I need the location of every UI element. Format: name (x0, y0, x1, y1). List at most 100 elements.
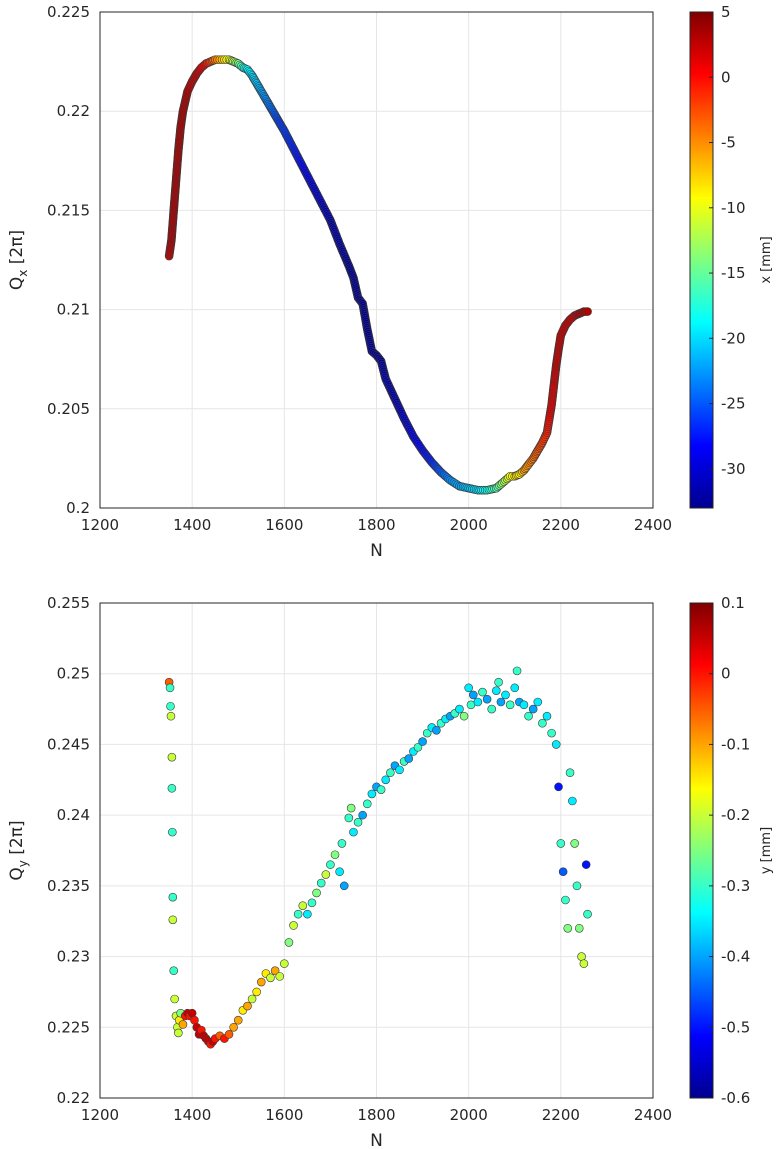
y-tick-label: 0.21 (57, 301, 90, 319)
data-point (187, 1008, 197, 1018)
data-point (542, 711, 552, 721)
data-point (487, 704, 497, 714)
data-point (422, 728, 432, 738)
y-tick-label: 0.225 (47, 1018, 90, 1036)
y-axis-label-unit: [2π] (7, 820, 27, 860)
data-point (298, 901, 308, 910)
data-point (492, 686, 501, 695)
data-point (178, 1020, 188, 1029)
x-tick-label: 1200 (81, 1106, 119, 1124)
data-point (496, 697, 506, 707)
y-tick-label: 0.22 (57, 102, 90, 120)
colorbar-tick-label: -15 (721, 264, 746, 282)
qy-panel: 1200 1400 1600 1800 2000 2200 2400 0.22 0.225 0.2… (7, 594, 774, 1149)
y-axis-label: Qy [2π] (7, 820, 30, 880)
data-point (307, 898, 317, 908)
data-point (432, 725, 441, 735)
data-point (563, 923, 573, 933)
data-point (577, 952, 586, 961)
x-tick-label: 1800 (357, 1106, 395, 1124)
colorbar (689, 11, 714, 509)
data-point (583, 909, 592, 919)
data-point (551, 740, 561, 749)
data-point (344, 813, 354, 823)
colorbar-tick-label: 5 (721, 3, 731, 21)
data-point (482, 694, 492, 704)
data-point (312, 888, 321, 898)
qx-panel: 1200 1400 1600 1800 2000 2200 2400 0.2 0.205 0.21… (7, 3, 774, 561)
data-point (335, 867, 344, 877)
data-point (524, 711, 533, 721)
data-point (362, 799, 372, 809)
y-tick-label: 0.24 (57, 806, 90, 824)
y-tick-label: 0.225 (47, 3, 90, 21)
data-point (381, 775, 391, 785)
data-point (346, 803, 356, 813)
colorbar-tick-label: -10 (721, 199, 746, 217)
x-tick-label: 2200 (542, 1106, 580, 1124)
data-point (568, 796, 577, 806)
data-point (174, 1028, 183, 1038)
x-tick-label: 2200 (542, 516, 580, 534)
data-point (558, 867, 568, 877)
data-point (455, 704, 464, 714)
data-point (376, 785, 386, 794)
data-point (190, 1015, 199, 1025)
y-axis-label-subscript: y (16, 860, 30, 867)
data-point (284, 938, 294, 947)
y-tick-label: 0.255 (47, 594, 90, 612)
data-point (494, 677, 503, 687)
data-point (256, 977, 266, 987)
y-tick-label: 0.245 (47, 735, 90, 753)
colorbar-tick-label: -0.2 (721, 806, 750, 824)
data-point (505, 700, 515, 710)
colorbar-tick-label: 0 (721, 68, 731, 86)
data-point (280, 959, 289, 968)
data-point (165, 683, 175, 693)
data-point (316, 878, 326, 888)
data-point (275, 972, 285, 981)
data-point (478, 687, 487, 697)
colorbar-tick-label: 0.1 (721, 594, 745, 612)
data-point (229, 1022, 238, 1032)
data-point (395, 765, 404, 775)
data-point (349, 827, 358, 837)
data-point (547, 728, 556, 738)
data-point (339, 881, 349, 891)
data-point (169, 966, 179, 976)
y-axis-label: Qx [2π] (7, 230, 30, 290)
data-point (321, 870, 331, 879)
y-tick-label: 0.205 (47, 400, 90, 418)
y-axis-label-main: Q (7, 867, 27, 880)
data-point (464, 683, 473, 693)
colorbar-tick-label: -20 (721, 329, 746, 347)
data-point (330, 850, 340, 860)
data-point (501, 690, 510, 700)
y-tick-label: 0.22 (57, 1089, 90, 1107)
data-point (270, 966, 280, 976)
data-point (170, 994, 179, 1004)
data-point (358, 810, 367, 820)
data-point (574, 923, 584, 933)
data-point (166, 711, 176, 721)
y-tick-label: 0.215 (47, 201, 90, 219)
y-axis-label-unit: [2π] (7, 230, 27, 270)
colorbar-tick-label: -5 (721, 134, 736, 152)
y-tick-label: 0.2 (66, 499, 90, 517)
data-point (224, 1030, 234, 1039)
data-point (519, 700, 529, 710)
data-point (570, 839, 579, 848)
y-tick-label: 0.25 (57, 665, 90, 683)
data-point (565, 768, 575, 778)
data-point (468, 690, 478, 700)
x-tick-label: 1400 (173, 1106, 211, 1124)
data-point (243, 1001, 252, 1011)
data-point (166, 701, 175, 711)
data-point (167, 783, 177, 793)
axes-frame (99, 11, 654, 509)
x-axis-label: N (370, 541, 383, 561)
data-point (418, 737, 427, 746)
data-point (168, 827, 177, 837)
colorbar-tick-label: 0 (721, 665, 731, 683)
data-point (168, 892, 178, 902)
